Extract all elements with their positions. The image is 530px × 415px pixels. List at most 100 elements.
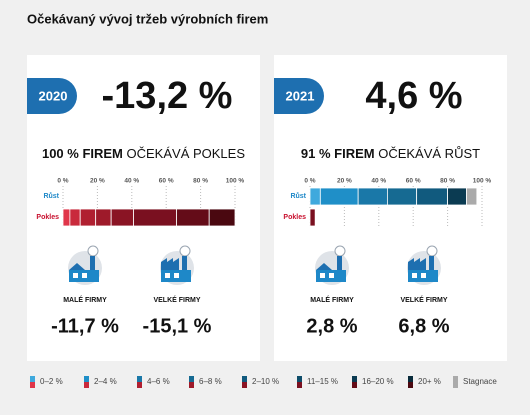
smoke [426, 245, 438, 257]
bar-segment [95, 208, 112, 227]
legend-label: 4–6 % [147, 377, 170, 386]
window [320, 273, 325, 278]
bar-segment [62, 208, 71, 227]
chimney [182, 256, 187, 270]
x-tick-label: 20 % [337, 178, 352, 185]
legend-swatch [137, 382, 142, 388]
window [329, 273, 334, 278]
legend-label: 11–15 % [307, 377, 338, 386]
headline: 4,6 % [365, 75, 462, 117]
firm-label: VELKÉ FIRMY [400, 295, 447, 304]
factory-icon [315, 245, 349, 285]
legend-swatch [84, 382, 89, 388]
bar-segment [69, 208, 81, 227]
roof [316, 263, 332, 270]
legend-swatch [453, 376, 458, 388]
year-badge [27, 78, 77, 114]
roof [408, 258, 426, 270]
row-label: Pokles [36, 214, 59, 221]
bar-segment [357, 187, 388, 206]
firm-label: MALÉ FIRMY [310, 295, 354, 304]
factory-icon [160, 245, 194, 285]
x-tick-label: 80 % [440, 178, 455, 185]
bar-segment [466, 187, 478, 206]
legend-swatch [242, 376, 247, 382]
legend-label: 16–20 % [362, 377, 394, 386]
firm-value: -15,1 % [143, 315, 212, 337]
bar-segment [176, 208, 210, 227]
firm-value: 6,8 % [398, 315, 449, 337]
legend-label: 20+ % [418, 377, 441, 386]
x-tick-label: 100 % [226, 178, 245, 185]
x-tick-label: 60 % [159, 178, 174, 185]
bar-segment [208, 208, 236, 227]
legend-label: 0–2 % [40, 377, 63, 386]
x-tick-label: 20 % [90, 178, 105, 185]
factory-icon [68, 245, 102, 285]
legend-swatch [84, 376, 89, 382]
bar-segment [319, 187, 359, 206]
x-tick-label: 40 % [371, 178, 386, 185]
legend-swatch [352, 376, 357, 382]
window [174, 273, 179, 278]
subtitle-bold: 100 % FIREM [42, 146, 123, 161]
legend-swatch [137, 376, 142, 382]
bar-segment [110, 208, 134, 227]
legend-label: 2–4 % [94, 377, 117, 386]
row-label: Růst [43, 192, 59, 200]
x-tick-label: 0 % [57, 178, 68, 185]
window [73, 273, 78, 278]
legend-label: 6–8 % [199, 377, 222, 386]
chimney [90, 256, 95, 270]
subtitle-bold: 91 % FIREM [301, 146, 375, 161]
legend-swatch [297, 382, 302, 388]
x-tick-label: 100 % [473, 178, 492, 185]
bar-segment [386, 187, 418, 206]
window [165, 273, 170, 278]
bar-segment [416, 187, 449, 206]
legend-swatch [30, 382, 35, 388]
window [421, 273, 426, 278]
subtitle-rest: OČEKÁVÁ POKLES [127, 146, 246, 161]
bar-segment [309, 187, 321, 206]
smoke [87, 245, 99, 257]
legend-swatch [408, 376, 413, 382]
legend-label: Stagnace [463, 377, 497, 386]
title: Očekávaný vývoj tržeb výrobních firem [27, 11, 268, 26]
subtitle-rest: OČEKÁVÁ RŮST [378, 146, 480, 161]
bar-segment [309, 208, 316, 227]
smoke [179, 245, 191, 257]
roof [161, 258, 179, 270]
subtitle: 91 % FIREM OČEKÁVÁ RŮST [301, 146, 480, 161]
firm-label: MALÉ FIRMY [63, 295, 107, 304]
legend-swatch [189, 382, 194, 388]
year-badge [274, 78, 324, 114]
factory-icon [407, 245, 441, 285]
firm-value: -11,7 % [51, 315, 119, 337]
legend-swatch [242, 382, 247, 388]
bar-segment [133, 208, 177, 227]
year: 2020 [39, 88, 68, 103]
row-label: Růst [290, 192, 306, 200]
x-tick-label: 0 % [304, 178, 315, 185]
x-tick-label: 40 % [124, 178, 139, 185]
firm-label: VELKÉ FIRMY [153, 295, 200, 304]
bar-segment [79, 208, 97, 227]
bar-segment [447, 187, 467, 206]
window [82, 273, 87, 278]
firm-value: 2,8 % [306, 315, 357, 337]
legend-swatch [352, 382, 357, 388]
year: 2021 [286, 88, 315, 103]
x-tick-label: 80 % [193, 178, 208, 185]
legend-swatch [408, 382, 413, 388]
headline: -13,2 % [102, 75, 233, 117]
window [412, 273, 417, 278]
smoke [334, 245, 346, 257]
legend-swatch [297, 376, 302, 382]
roof [69, 263, 85, 270]
x-tick-label: 60 % [406, 178, 421, 185]
row-label: Pokles [283, 214, 306, 221]
chimney [337, 256, 342, 270]
